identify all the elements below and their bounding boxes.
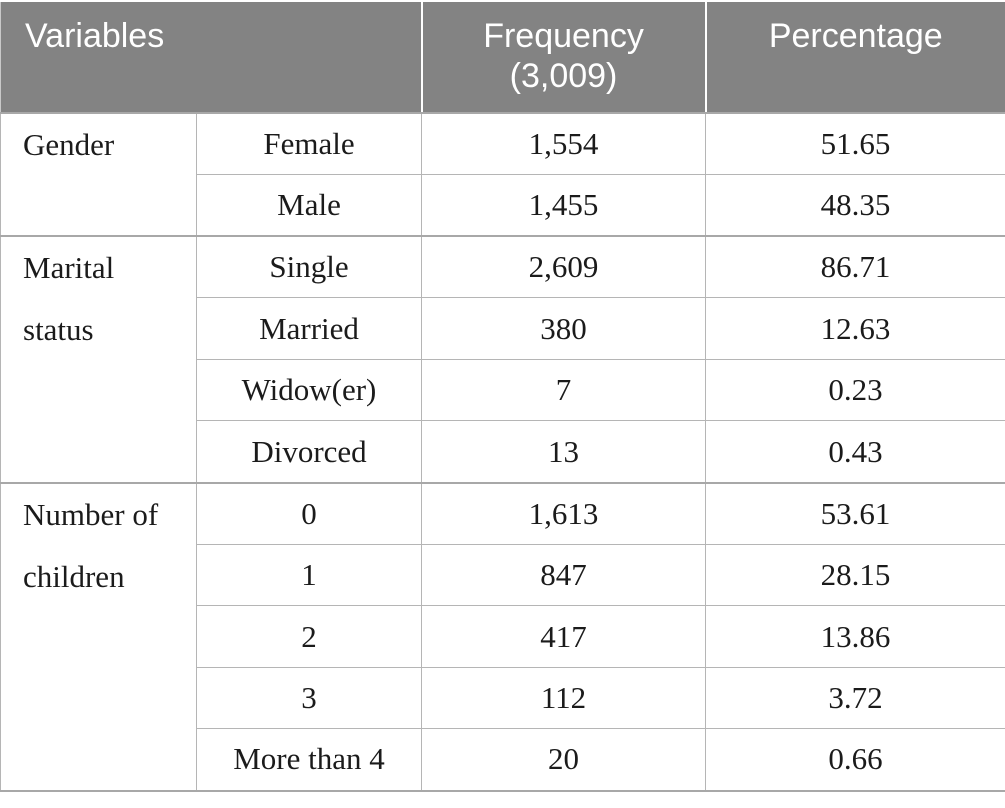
category-cell: Divorced bbox=[195, 420, 423, 484]
frequency-cell: 112 bbox=[421, 666, 707, 730]
category-cell: 1 bbox=[195, 543, 423, 607]
category-cell: 0 bbox=[195, 481, 423, 545]
table-row: Number of children 0 1,613 53.61 bbox=[0, 481, 1005, 792]
category-cell: Female bbox=[195, 112, 423, 176]
frequency-cell: 1,613 bbox=[421, 481, 707, 545]
category-cell: 3 bbox=[195, 666, 423, 730]
table-row: Divorced 13 0.43 bbox=[1, 420, 1005, 484]
percentage-cell: 0.66 bbox=[705, 728, 1005, 792]
percentage-cell: 0.23 bbox=[705, 358, 1005, 422]
frequency-cell: 2,609 bbox=[421, 235, 707, 299]
group-cell-gender: Gender bbox=[0, 111, 197, 237]
table-row: Married 380 12.63 bbox=[1, 297, 1005, 360]
table-row: Marital status Single 2,609 86.71 bbox=[0, 235, 1005, 484]
group-label: Marital bbox=[23, 250, 115, 286]
header-percentage: Percentage bbox=[704, 2, 1005, 114]
header-row: Variables Frequency (3,009) Percentage bbox=[0, 2, 1005, 114]
category-cell: Male bbox=[195, 174, 423, 237]
percentage-cell: 28.15 bbox=[705, 543, 1005, 607]
header-frequency-line1: Frequency bbox=[483, 17, 644, 55]
group-cell-marital-status: Marital status bbox=[0, 235, 197, 484]
group-label: children bbox=[23, 558, 125, 594]
header-frequency-line2: (3,009) bbox=[509, 57, 618, 95]
frequency-cell: 380 bbox=[421, 297, 707, 360]
table-row: 1 847 28.15 bbox=[1, 543, 1005, 607]
percentage-cell: 12.63 bbox=[705, 297, 1005, 360]
category-cell: Widow(er) bbox=[195, 358, 423, 422]
group-cell-number-of-children: Number of children bbox=[0, 481, 197, 792]
frequency-cell: 847 bbox=[421, 543, 707, 607]
percentage-cell: 48.35 bbox=[705, 174, 1005, 237]
header-variables: Variables bbox=[0, 2, 422, 114]
table-row: Gender Female 1,554 51.65 bbox=[0, 111, 1005, 237]
table-row: More than 4 20 0.66 bbox=[1, 728, 1005, 792]
group-label: Gender bbox=[23, 127, 115, 162]
table-row: 3 112 3.72 bbox=[1, 666, 1005, 730]
category-cell: More than 4 bbox=[195, 728, 423, 792]
percentage-cell: 13.86 bbox=[705, 605, 1005, 668]
category-cell: 2 bbox=[195, 605, 423, 668]
category-cell: Single bbox=[195, 235, 423, 299]
category-cell: Married bbox=[195, 297, 423, 360]
frequency-cell: 417 bbox=[421, 605, 707, 668]
percentage-cell: 3.72 bbox=[705, 666, 1005, 730]
demographics-table: Variables Frequency (3,009) Percentage G… bbox=[0, 2, 1005, 792]
percentage-cell: 53.61 bbox=[705, 481, 1005, 545]
frequency-cell: 1,455 bbox=[421, 174, 707, 237]
percentage-cell: 86.71 bbox=[705, 235, 1005, 299]
percentage-cell: 0.43 bbox=[705, 420, 1005, 484]
table-row: 2 417 13.86 bbox=[1, 605, 1005, 668]
frequency-cell: 1,554 bbox=[421, 112, 707, 176]
frequency-cell: 7 bbox=[421, 358, 707, 422]
frequency-cell: 13 bbox=[421, 420, 707, 484]
group-label: Number of bbox=[23, 496, 159, 532]
group-label: status bbox=[23, 312, 94, 348]
table-row: Male 1,455 48.35 bbox=[1, 174, 1005, 237]
table-row: Widow(er) 7 0.23 bbox=[1, 358, 1005, 422]
percentage-cell: 51.65 bbox=[705, 112, 1005, 176]
frequency-cell: 20 bbox=[421, 728, 707, 792]
header-frequency: Frequency (3,009) bbox=[420, 2, 706, 114]
